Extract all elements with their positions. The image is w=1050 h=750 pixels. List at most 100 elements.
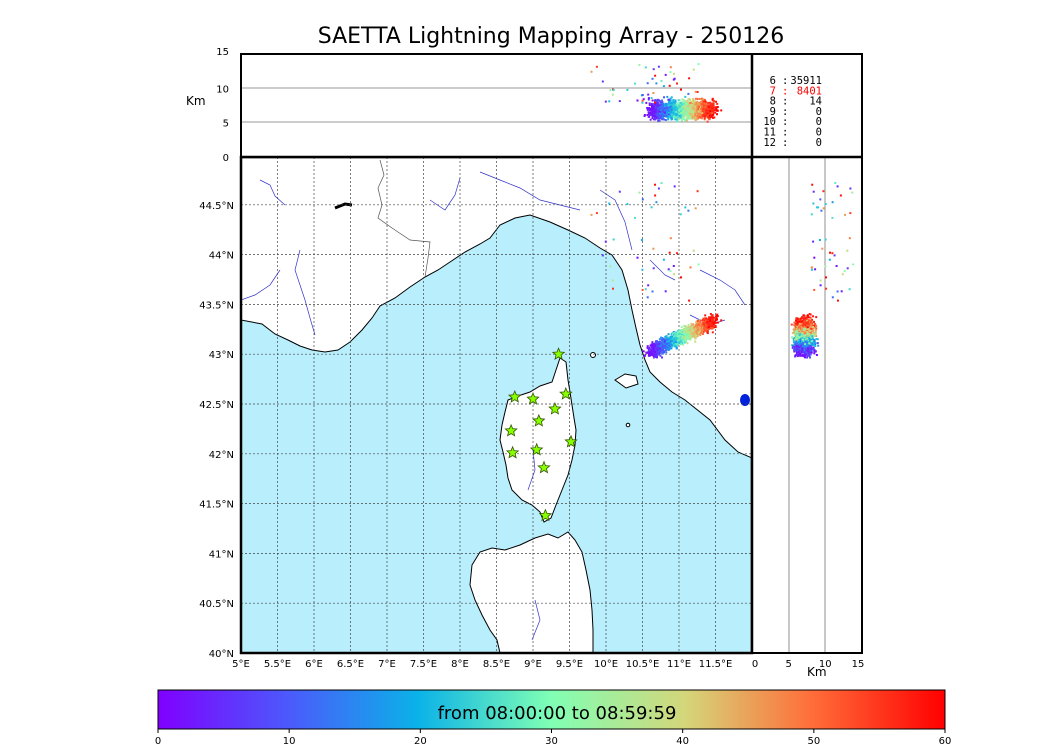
top-y-tick-label: 0 [223,153,229,164]
lon-tick-label: 8.5°E [483,659,510,670]
mainland [241,157,752,459]
count-level: 8 [770,96,776,108]
colorbar-tick-label: 20 [414,736,427,747]
lat-tick-label: 40.5°N [199,599,234,610]
lat-ticks: 44.5°N 44°N 43.5°N 43°N 42.5°N 42°N 41.5°N 41°N… [199,201,234,660]
lat-tick-label: 43°N [209,350,234,361]
station-star-icon [526,391,540,405]
map-panel [239,155,754,655]
lon-tick-label: 7°E [378,659,396,670]
capraia-island [590,352,596,358]
colorbar-gradient [157,689,946,730]
count-level: 12 [763,137,776,149]
outer-frame [240,53,863,654]
lon-ticks: 5°E 5.5°E 6°E 6.5°E 7°E 7.5°E 8°E 8.5°E 9°E 9.5°E… [232,659,732,670]
national-border [377,159,431,278]
lon-tick-label: 6.5°E [337,659,364,670]
station-star-icon [548,401,562,415]
count-value: 0 [816,116,822,128]
side-x-tick-label: 5 [785,659,791,670]
side-x-tick-label: 10 [819,659,832,670]
count-sep: : [782,85,788,97]
top-y-tick-label: 10 [216,84,229,95]
count-value: 0 [816,127,822,139]
lon-tick-label: 8°E [451,659,469,670]
colorbar-tick-label: 60 [939,736,952,747]
lon-tick-label: 10°E [594,659,618,670]
lat-tick-label: 42°N [209,450,234,461]
colorbar-tick-label: 40 [676,736,689,747]
count-sep: : [782,96,788,108]
side-x-ticks: 0 5 10 15 [752,659,865,670]
lat-tick-label: 42.5°N [199,400,234,411]
station-star-icon [551,347,566,360]
top-y-tick-label: 15 [216,47,229,58]
count-sep: : [782,75,788,87]
lake-bolsena [740,394,750,406]
count-sep: : [782,106,788,118]
count-level: 7 [770,85,776,97]
count-value: 35911 [790,75,822,87]
station-star-icon [505,445,520,459]
top-y-tick-label: 5 [223,119,229,130]
count-value: 8401 [797,85,822,97]
lightning-sources-top [590,63,723,123]
count-value: 0 [816,106,822,118]
lat-tick-label: 43.5°N [199,300,234,311]
sardinia [469,531,594,653]
colorbar-label: from 08:00:00 to 08:59:59 [438,703,677,724]
colorbar-tick-label: 10 [283,736,296,747]
elba-island [614,373,639,389]
count-sep: : [782,127,788,139]
colorbar-ticks: 0 10 20 30 40 50 60 [155,729,952,747]
station-star-icon [538,508,553,522]
station-star-icon [532,413,546,427]
lat-tick-label: 44°N [209,251,234,262]
lat-tick-label: 41°N [209,549,234,560]
station-star-icon [504,423,518,437]
station-star-icon [508,389,522,403]
lat-tick-label: 41.5°N [199,500,234,511]
lon-tick-label: 6°E [305,659,323,670]
lma-stations [504,347,578,522]
giglio-island [625,422,631,428]
lon-tick-label: 5°E [232,659,250,670]
station-star-icon [564,434,578,448]
lat-altitude-panel [752,157,862,653]
count-sep: : [782,116,788,128]
top-y-ticks: 15 10 5 0 [216,47,229,164]
lat-tick-label: 40°N [209,649,234,660]
lon-tick-label: 10.5°E [626,659,660,670]
top-y-label: Km [186,94,206,108]
count-value: 14 [809,96,822,108]
lon-tick-label: 11.5°E [699,659,733,670]
count-level: 6 [770,75,776,87]
colorbar-tick-label: 30 [545,736,558,747]
lightning-sources-side [790,182,855,359]
side-x-tick-label: 0 [752,659,758,670]
lightning-sources-map [590,182,723,359]
colorbar-tick-label: 0 [155,736,161,747]
plot-title: SAETTA Lightning Mapping Array - 250126 [317,24,785,49]
colorbar: from 08:00:00 to 08:59:59 0 10 20 30 40 50 60 [155,689,952,747]
lon-tick-label: 9°E [524,659,542,670]
station-star-icon [559,386,573,400]
lon-tick-label: 7.5°E [410,659,437,670]
station-star-icon [537,460,551,474]
station-star-icon [529,442,544,456]
count-level: 11 [763,127,776,139]
count-value: 0 [816,137,822,149]
side-x-tick-label: 15 [852,659,865,670]
count-level: 10 [763,116,776,128]
count-level: 9 [770,106,776,118]
lon-tick-label: 5.5°E [264,659,291,670]
lat-tick-label: 44.5°N [199,201,234,212]
altitude-lon-panel [241,54,752,157]
lon-tick-label: 9.5°E [556,659,583,670]
side-x-label: Km [807,665,827,679]
colorbar-tick-label: 50 [807,736,820,747]
lon-tick-label: 11°E [667,659,691,670]
count-sep: : [782,137,788,149]
